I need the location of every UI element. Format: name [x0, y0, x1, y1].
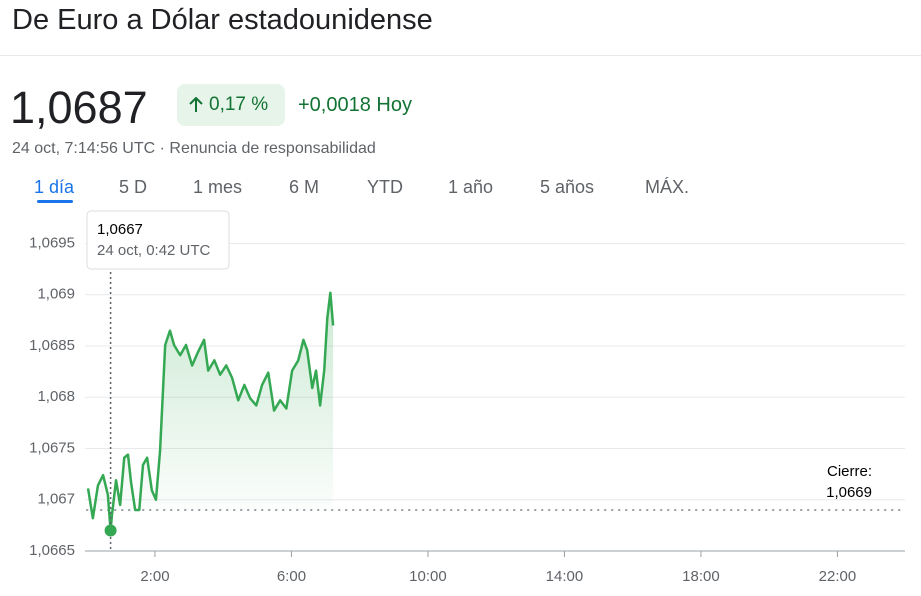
y-tick-label: 1,0685	[29, 337, 75, 354]
change-badge: 0,17 %	[177, 84, 285, 126]
tooltip-value: 1,0667	[97, 221, 143, 238]
change-pct: 0,17 %	[209, 94, 269, 115]
price-line	[86, 291, 335, 532]
hover-point	[104, 524, 117, 537]
x-tick-label: 18:00	[682, 568, 720, 585]
y-tick-label: 1,0695	[29, 234, 75, 251]
tooltip-time: 24 oct, 0:42 UTC	[97, 242, 211, 259]
page-title: De Euro a Dólar estadounidense	[12, 4, 433, 36]
range-tab[interactable]: 5 años	[540, 177, 595, 197]
tooltip	[86, 210, 230, 270]
divider	[0, 55, 921, 56]
chart: 1,0665 1,067 1,0675 1,068 1,0685 1,069 1,0695 2…	[29, 210, 907, 585]
price: 1,0687	[10, 82, 148, 133]
range-tab[interactable]: 6 M	[289, 177, 320, 197]
range-tab[interactable]: 1 día	[34, 177, 75, 197]
x-tick-label: 14:00	[546, 568, 584, 585]
x-tick-label: 6:00	[277, 568, 306, 585]
range-tab[interactable]: 1 año	[448, 177, 494, 197]
range-tab[interactable]: 1 mes	[193, 177, 243, 197]
y-tick-label: 1,0665	[29, 542, 75, 559]
change-abs: +0,0018 Hoy	[298, 94, 412, 116]
tab-underline	[37, 200, 73, 203]
x-tick-label: 2:00	[140, 568, 169, 585]
range-tab[interactable]: YTD	[367, 177, 403, 197]
area	[88, 292, 334, 531]
x-tick-label: 10:00	[409, 568, 447, 585]
x-tick-label: 22:00	[819, 568, 857, 585]
range-tab[interactable]: 5 D	[119, 177, 148, 197]
close-value: 1,0669	[826, 484, 872, 501]
y-tick-label: 1,0675	[29, 439, 75, 456]
y-tick-label: 1,069	[37, 286, 75, 303]
up-arrow	[189, 97, 203, 112]
y-tick-label: 1,068	[37, 388, 75, 405]
y-tick-label: 1,067	[37, 491, 75, 508]
close-label: Cierre:	[827, 463, 872, 480]
range-tab[interactable]: MÁX.	[645, 177, 690, 197]
timestamp: 24 oct, 7:14:56 UTC · Renuncia de respon…	[12, 140, 376, 157]
